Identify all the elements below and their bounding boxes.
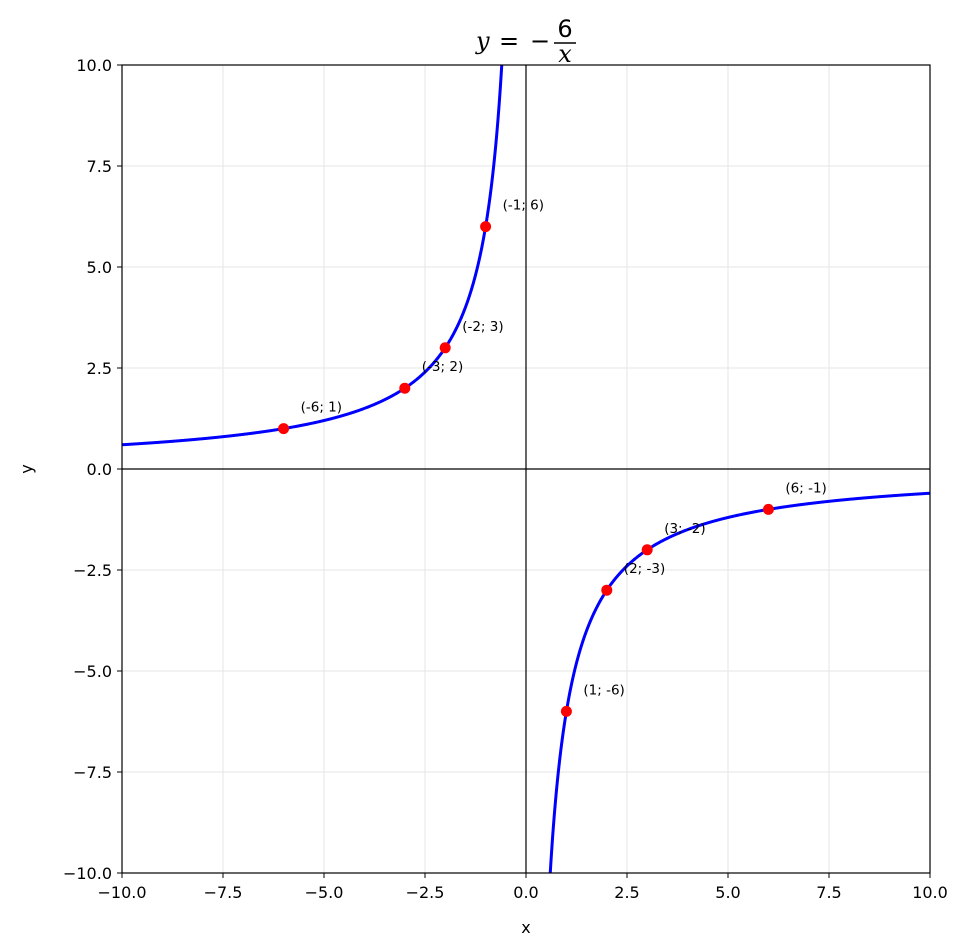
x-tick-label-1: −7.5 [204,883,243,902]
curve-branch-right [548,491,930,873]
x-axis-label: x [521,918,530,937]
y-tick-label-6: 5.0 [87,258,112,277]
x-tick-label-2: −5.0 [305,883,344,902]
annotations-layer: (-6; 1) (-3; 2) (-2; 3) (-1; 6) (1; -6) (2; -… [301,198,827,699]
y-tick-label-2: −5.0 [73,662,112,681]
data-point-2 [439,342,451,354]
point-label-6: (3; -2) [664,521,705,537]
data-point-5 [601,584,613,596]
data-point-1 [399,382,411,394]
point-label-5: (2; -3) [624,561,665,577]
points-layer [278,221,774,717]
data-point-7 [762,503,774,515]
x-tick-label-0: −10.0 [97,883,146,902]
x-tick-label-3: −2.5 [406,883,445,902]
title-numerator: 6 [557,15,572,43]
data-point-3 [480,221,492,233]
title-denominator: x [558,40,572,68]
x-tick-label-7: 7.5 [816,883,841,902]
y-tick-label-1: −7.5 [73,763,112,782]
ticks: −10.0 −7.5 −5.0 −2.5 0.0 2.5 5.0 7.5 10.0 −10.0 −7… [63,56,948,902]
y-tick-label-0: −10.0 [63,864,112,883]
y-tick-label-3: −2.5 [73,561,112,580]
y-axis-label: y [17,464,36,473]
point-label-7: (6; -1) [785,480,826,496]
data-point-0 [278,423,290,435]
curve-layer [122,65,930,873]
y-tick-label-7: 7.5 [87,157,112,176]
x-tick-label-8: 10.0 [912,883,948,902]
zero-axis-lines [122,65,930,873]
chart-title: y = − 6 x [475,15,576,68]
point-label-1: (-3; 2) [422,359,463,375]
title-lhs: y [475,27,490,55]
x-tick-label-5: 2.5 [614,883,639,902]
data-point-6 [641,544,653,556]
point-label-0: (-6; 1) [301,400,342,416]
title-sign: − [530,27,550,55]
curve-branch-left [122,65,504,447]
y-tick-label-8: 10.0 [76,56,112,75]
title-equals: = [499,27,519,55]
point-label-2: (-2; 3) [462,319,503,335]
point-label-3: (-1; 6) [503,198,544,214]
point-label-4: (1; -6) [583,682,624,698]
y-tick-label-4: 0.0 [87,460,112,479]
x-tick-label-4: 0.0 [513,883,538,902]
data-point-4 [560,705,572,717]
y-tick-label-5: 2.5 [87,359,112,378]
x-tick-label-6: 5.0 [715,883,740,902]
